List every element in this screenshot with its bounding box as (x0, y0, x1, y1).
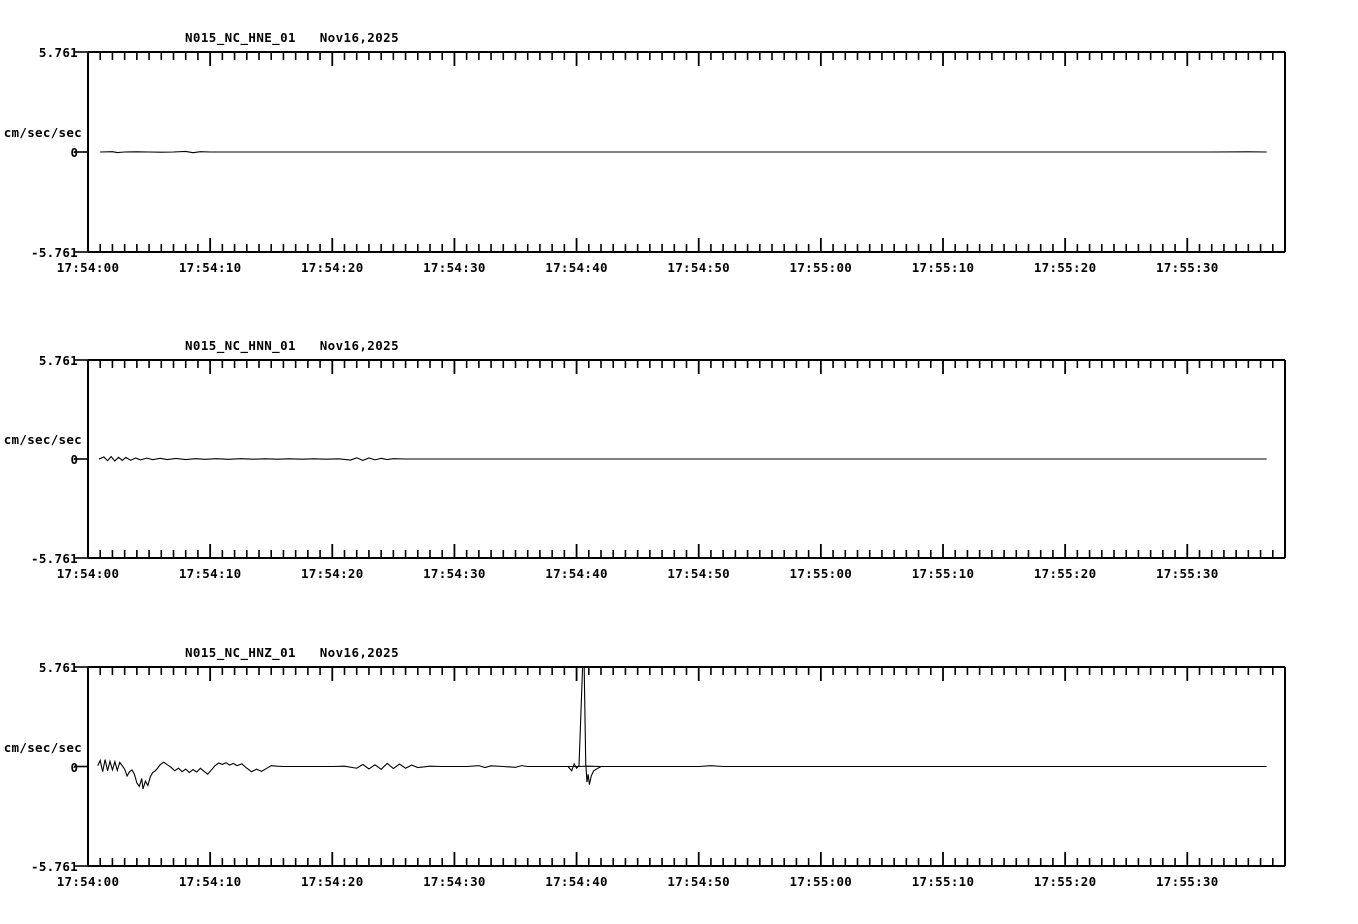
x-axis-tick-label: 17:54:10 (178, 566, 242, 581)
x-axis-tick-label: 17:55:00 (789, 874, 853, 889)
x-axis-tick-label: 17:54:20 (300, 566, 364, 581)
y-axis-min-label: -5.761 (31, 245, 78, 260)
panel-title: N015_NC_HNN_01 Nov16,2025 (185, 338, 399, 353)
y-axis-max-label: 5.761 (38, 353, 78, 368)
x-axis-tick-label: 17:54:40 (545, 874, 608, 889)
x-axis-tick-label: 17:55:10 (911, 260, 975, 275)
y-axis-zero-label: 0 (70, 452, 78, 467)
x-axis-tick-label: 17:55:30 (1155, 566, 1219, 581)
x-axis-tick-label: 17:54:20 (300, 260, 364, 275)
x-axis-tick-label: 17:55:10 (911, 874, 975, 889)
y-axis-max-label: 5.761 (38, 660, 78, 675)
y-axis-min-label: -5.761 (31, 859, 78, 874)
x-axis-tick-label: 17:54:20 (300, 874, 364, 889)
waveform-trace (98, 455, 1267, 462)
x-axis-tick-label: 17:55:30 (1155, 874, 1219, 889)
y-axis-zero-label: 0 (70, 759, 78, 775)
x-axis-tick-label: 17:55:10 (911, 566, 975, 581)
panel-title: N015_NC_HNE_01 Nov16,2025 (185, 30, 399, 45)
x-axis-tick-label: 17:54:50 (667, 566, 730, 581)
y-axis-units-label: cm/sec/sec (3, 125, 82, 140)
x-axis-tick-label: 17:54:00 (56, 566, 120, 581)
x-axis-tick-label: 17:55:20 (1033, 260, 1097, 275)
x-axis-tick-label: 17:54:40 (545, 260, 608, 275)
x-axis-tick-label: 17:54:30 (423, 260, 486, 275)
y-axis-units-label: cm/sec/sec (3, 432, 82, 447)
x-axis-tick-label: 17:55:20 (1033, 874, 1097, 889)
panel-title: N015_NC_HNZ_01 Nov16,2025 (185, 645, 399, 660)
x-axis-tick-label: 17:54:40 (545, 566, 608, 581)
x-axis-tick-label: 17:54:50 (667, 874, 730, 889)
x-axis-tick-label: 17:55:00 (789, 566, 853, 581)
x-axis-tick-label: 17:55:30 (1155, 260, 1219, 275)
y-axis-max-label: 5.761 (38, 45, 78, 60)
y-axis-min-label: -5.761 (31, 551, 78, 566)
x-axis-tick-label: 17:54:30 (423, 566, 486, 581)
waveform-trace (100, 150, 1267, 154)
x-axis-tick-label: 17:55:00 (789, 260, 853, 275)
x-axis-tick-label: 17:54:30 (423, 874, 486, 889)
x-axis-tick-label: 17:54:10 (178, 260, 242, 275)
y-axis-units-label: cm/sec/sec (3, 739, 82, 755)
waveform-trace (97, 758, 1267, 790)
x-axis-tick-label: 17:54:10 (178, 874, 242, 889)
x-axis-tick-label: 17:54:50 (667, 260, 730, 275)
waveform-spike (567, 668, 608, 785)
x-axis-tick-label: 17:54:00 (56, 874, 120, 889)
x-axis-tick-label: 17:55:20 (1033, 566, 1097, 581)
x-axis-tick-label: 17:54:00 (56, 260, 120, 275)
y-axis-zero-label: 0 (70, 145, 78, 160)
